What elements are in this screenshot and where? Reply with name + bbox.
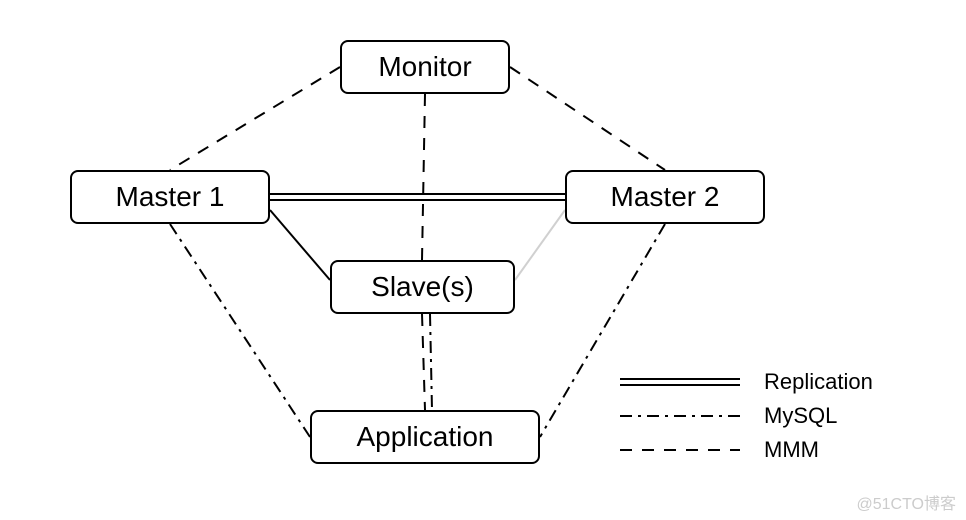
node-master2: Master 2 [565, 170, 765, 224]
node-application: Application [310, 410, 540, 464]
legend-label-1: MySQL [764, 403, 837, 429]
node-master1: Master 1 [70, 170, 270, 224]
node-label-slaves: Slave(s) [371, 271, 474, 303]
node-label-application: Application [357, 421, 494, 453]
node-slaves: Slave(s) [330, 260, 515, 314]
node-label-master1: Master 1 [116, 181, 225, 213]
node-label-monitor: Monitor [378, 51, 471, 83]
legend-line-dashed [620, 433, 740, 467]
legend-label-2: MMM [764, 437, 819, 463]
legend-row-1: MySQL [620, 399, 873, 433]
legend-row-0: Replication [620, 365, 873, 399]
diagram-container: Monitor Master 1 Master 2 Slave(s) Applicati… [0, 0, 966, 520]
legend-label-0: Replication [764, 369, 873, 395]
node-monitor: Monitor [340, 40, 510, 94]
legend-line-dashdot [620, 399, 740, 433]
watermark-text: @51CTO博客 [856, 490, 956, 514]
legend: Replication MySQL MMM [620, 365, 873, 467]
legend-line-doublesolid [620, 365, 740, 399]
legend-row-2: MMM [620, 433, 873, 467]
node-label-master2: Master 2 [611, 181, 720, 213]
